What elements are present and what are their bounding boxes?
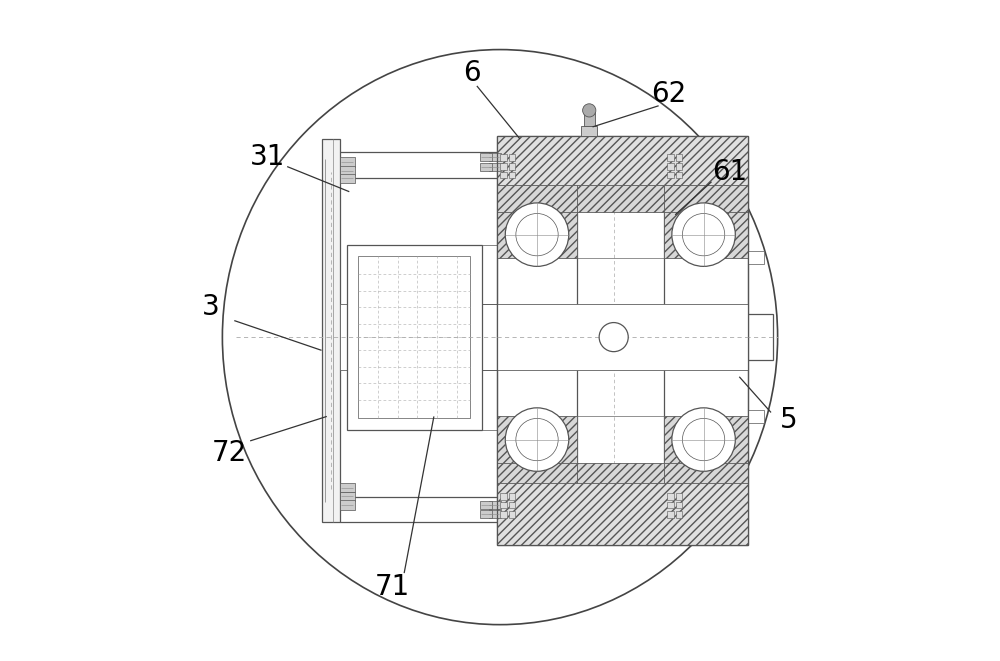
Bar [509,502,515,508]
Circle shape [583,104,596,117]
Bar [584,112,595,126]
Bar [667,172,674,178]
Bar [497,416,577,463]
Bar [667,493,674,500]
Text: 31: 31 [250,143,285,171]
Circle shape [682,214,725,256]
Bar [667,154,674,161]
Bar [358,256,470,418]
Bar [500,172,507,178]
Bar [509,163,515,170]
Bar [489,510,501,518]
Circle shape [599,323,628,352]
Bar [500,511,507,518]
Bar [340,157,355,167]
Circle shape [516,214,558,256]
Ellipse shape [222,50,778,625]
Bar [340,500,355,510]
Bar [500,502,507,508]
Circle shape [682,418,725,461]
Bar [676,172,682,178]
Text: 6: 6 [463,59,481,87]
Bar [581,126,597,136]
Bar [340,174,355,183]
Bar [497,304,748,370]
Bar [509,154,515,161]
Bar [340,492,355,501]
Bar [322,139,340,522]
Bar [676,493,682,500]
Bar [497,212,577,258]
Text: 72: 72 [211,439,247,467]
Bar [489,501,501,509]
Bar [340,304,497,370]
Circle shape [672,203,735,266]
Circle shape [516,418,558,461]
Text: 71: 71 [375,573,410,601]
Bar [664,212,748,258]
Text: 3: 3 [202,293,219,321]
Bar [497,185,577,212]
Bar [509,493,515,500]
Bar [500,493,507,500]
Bar [500,163,507,170]
Bar [667,163,674,170]
Bar [748,410,764,423]
Circle shape [505,408,569,471]
Bar [577,185,664,212]
Bar [497,136,748,185]
Text: 5: 5 [780,406,798,434]
Bar [480,501,492,509]
Bar [497,136,748,545]
Bar [748,314,773,360]
Bar [577,463,664,483]
Bar [676,163,682,170]
Bar [340,166,355,175]
Bar [480,163,492,171]
Bar [500,154,507,161]
Circle shape [505,203,569,266]
Bar [509,511,515,518]
Bar [748,251,764,264]
Bar [497,483,748,545]
Bar [667,511,674,518]
Bar [489,153,501,161]
Circle shape [672,408,735,471]
Bar [676,511,682,518]
Bar [347,245,482,430]
Bar [489,163,501,171]
Bar [509,172,515,178]
Bar [664,185,748,212]
Bar [667,502,674,508]
Bar [664,416,748,463]
Text: 61: 61 [712,158,748,186]
Bar [497,463,577,483]
Bar [480,510,492,518]
Bar [676,154,682,161]
Text: 62: 62 [651,80,686,108]
Bar [664,463,748,483]
Bar [676,502,682,508]
Bar [480,153,492,161]
Bar [340,483,355,492]
